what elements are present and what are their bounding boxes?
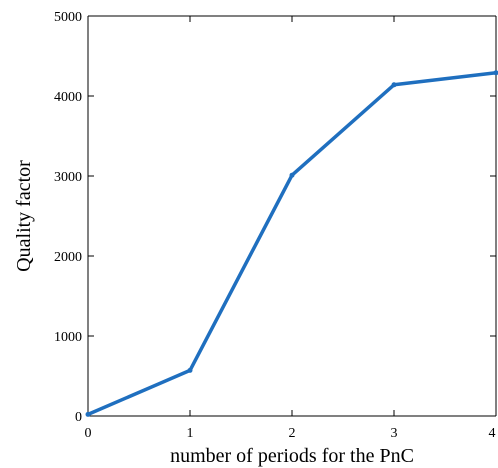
data-point — [85, 411, 91, 417]
data-point — [493, 70, 498, 76]
series-line — [86, 71, 498, 417]
data-point — [289, 172, 295, 178]
data-point — [187, 367, 193, 373]
x-ticks: 0 1 2 3 4 — [85, 16, 497, 441]
x-tick-label: 0 — [85, 426, 92, 441]
x-tick-label: 4 — [489, 426, 496, 441]
plot-area — [87, 15, 497, 417]
y-tick-label: 2000 — [54, 250, 82, 265]
x-tick-label: 1 — [187, 426, 194, 441]
y-tick-label: 1000 — [54, 330, 82, 345]
x-tick-label: 2 — [289, 426, 296, 441]
x-tick-label: 3 — [391, 426, 398, 441]
y-axis-title: Quality factor — [13, 160, 35, 272]
y-tick-label: 4000 — [54, 90, 82, 105]
series-layer — [85, 70, 498, 417]
data-point — [391, 82, 397, 88]
y-tick-label: 3000 — [54, 170, 82, 185]
y-tick-label: 5000 — [54, 10, 82, 25]
y-tick-label: 0 — [75, 410, 82, 425]
x-axis-title: number of periods for the PnC — [170, 445, 414, 467]
y-ticks: 0 1000 2000 3000 4000 5000 — [54, 10, 496, 425]
